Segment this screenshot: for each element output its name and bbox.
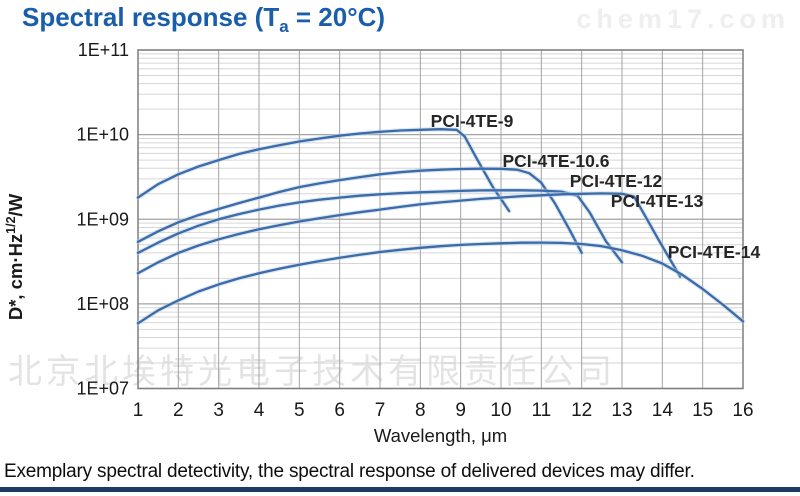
curve-PCI-4TE-9 [136,128,511,213]
x-tick-label: 14 [652,400,674,421]
x-tick-label: 4 [254,400,265,421]
bottom-accent-bar [0,487,800,492]
x-tick-label: 1 [133,400,144,421]
x-tick-label: 7 [375,400,386,421]
x-tick-label: 5 [294,400,305,421]
x-tick-label: 3 [213,400,224,421]
series-label-PCI-4TE-14: PCI-4TE-14 [668,242,761,262]
x-tick-label: 10 [490,400,511,421]
plot-border [137,49,744,390]
x-tick-label: 13 [611,400,632,421]
chart-caption: Exemplary spectral detectivity, the spec… [4,461,695,482]
watermark-chem17: chem17.com [576,4,790,34]
curve-halo-PCI-4TE-14 [135,240,746,326]
x-tick-label: 6 [334,400,345,421]
x-tick-label: 2 [173,400,184,421]
x-tick-label: 16 [732,400,753,421]
y-tick-label: 1E+10 [76,125,129,145]
page-title-prefix: Spectral response (T [22,2,280,32]
series-label-PCI-4TE-13: PCI-4TE-13 [611,191,704,211]
watermark-chinese: 北京北埃特光电子技术有限责任公司 [8,353,616,391]
curve-PCI-4TE-14 [136,241,745,325]
x-tick-label: 11 [531,400,551,421]
x-tick-label: 12 [571,400,592,421]
page-title-subscript: a [279,17,289,37]
y-axis-title: D*, cm·Hz1/2/W [4,193,26,320]
curve-PCI-4TE-10.6 [136,167,583,255]
y-tick-label: 1E+09 [76,209,129,229]
x-tick-label: 9 [455,400,466,421]
page-title-suffix: = 20°C) [288,2,386,32]
curve-PCI-4TE-13 [136,192,682,278]
y-tick-label: 1E+08 [76,294,129,314]
y-tick-label: 1E+11 [78,40,129,60]
x-tick-label: 15 [692,400,713,421]
series-label-PCI-4TE-10.6: PCI-4TE-10.6 [503,151,610,171]
series-label-PCI-4TE-9: PCI-4TE-9 [431,111,514,131]
x-axis-title: Wavelength, μm [374,425,507,446]
y-tick-label: 1E+07 [76,379,129,399]
x-tick-label: 8 [415,400,426,421]
curve-PCI-4TE-12 [136,189,624,264]
series-label-PCI-4TE-12: PCI-4TE-12 [570,171,663,191]
page-title: Spectral response (Ta = 20°C) [22,2,385,37]
